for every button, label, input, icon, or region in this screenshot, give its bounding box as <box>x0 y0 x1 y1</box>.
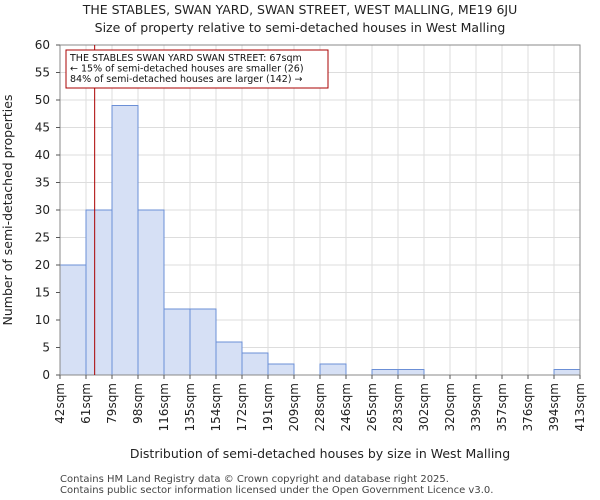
x-tick-label: 320sqm <box>443 383 457 431</box>
x-tick-label: 376sqm <box>521 383 535 431</box>
x-tick-label: 228sqm <box>313 383 327 431</box>
histogram-bar <box>215 341 243 376</box>
y-tick-label: 30 <box>35 203 50 217</box>
histogram-bar <box>59 264 87 376</box>
y-tick-label: 25 <box>35 231 50 245</box>
histogram-bar <box>163 308 191 376</box>
histogram-bar <box>85 209 113 376</box>
x-tick-label: 42sqm <box>53 383 67 424</box>
histogram-bar <box>241 352 269 376</box>
x-tick-label: 135sqm <box>183 383 197 431</box>
x-tick-label: 413sqm <box>573 383 587 431</box>
histogram-chart: 0 5 10 15 20 25 30 35 40 45 50 55 60 42sqm 61sqm 79sqm 9… <box>0 38 587 461</box>
y-tick-label: 50 <box>35 93 50 107</box>
x-tick-label: 79sqm <box>105 383 119 424</box>
x-tick-label: 116sqm <box>157 383 171 431</box>
y-tick-label: 0 <box>42 368 50 382</box>
histogram-bar <box>553 369 581 376</box>
x-tick-label: 265sqm <box>365 383 379 431</box>
x-tick-label: 98sqm <box>131 383 145 424</box>
chart-title: THE STABLES, SWAN YARD, SWAN STREET, WES… <box>82 2 518 17</box>
y-tick-label: 60 <box>35 38 50 52</box>
y-tick-label: 10 <box>35 313 50 327</box>
histogram-bar <box>371 369 399 376</box>
y-tick-label: 20 <box>35 258 50 272</box>
annotation-box: THE STABLES SWAN YARD SWAN STREET: 67sqm… <box>65 49 329 89</box>
footer-line-2: Contains public sector information licen… <box>60 485 494 496</box>
x-tick-label: 357sqm <box>495 383 509 431</box>
x-tick-label: 246sqm <box>339 383 353 431</box>
histogram-bar <box>111 105 139 376</box>
y-tick-label: 15 <box>35 286 50 300</box>
x-tick-label: 191sqm <box>261 383 275 431</box>
bars <box>59 105 581 376</box>
y-tick-label: 40 <box>35 148 50 162</box>
x-axis-label: Distribution of semi-detached houses by … <box>130 446 510 461</box>
histogram-bar <box>319 363 347 376</box>
chart-subtitle: Size of property relative to semi-detach… <box>94 20 506 35</box>
annotation-line: THE STABLES SWAN YARD SWAN STREET: 67sqm <box>69 53 302 64</box>
histogram-bar <box>397 369 425 376</box>
x-tick-label: 154sqm <box>209 383 223 431</box>
axis-ticks: 0 5 10 15 20 25 30 35 40 45 50 55 60 42sqm 61sqm 79sqm 9… <box>35 38 587 431</box>
annotation-box-frame <box>65 49 329 89</box>
y-tick-label: 5 <box>42 341 50 355</box>
y-tick-label: 45 <box>35 121 50 135</box>
annotation-line: 84% of semi-detached houses are larger (… <box>70 74 303 85</box>
x-tick-label: 302sqm <box>417 383 431 431</box>
x-tick-label: 394sqm <box>547 383 561 431</box>
histogram-bar <box>137 209 165 376</box>
histogram-bar <box>267 363 295 376</box>
x-tick-label: 209sqm <box>287 383 301 431</box>
y-tick-label: 55 <box>35 66 50 80</box>
histogram-bar <box>189 308 217 376</box>
x-tick-label: 61sqm <box>79 383 93 424</box>
x-tick-label: 172sqm <box>235 383 249 431</box>
x-tick-label: 283sqm <box>391 383 405 431</box>
x-tick-label: 339sqm <box>469 383 483 431</box>
footer-line-1: Contains HM Land Registry data © Crown c… <box>60 474 449 485</box>
y-tick-label: 35 <box>35 176 50 190</box>
grid-lines <box>59 44 581 376</box>
annotation-line: ← 15% of semi-detached houses are smalle… <box>70 64 304 75</box>
y-axis-label: Number of semi-detached properties <box>0 95 15 326</box>
